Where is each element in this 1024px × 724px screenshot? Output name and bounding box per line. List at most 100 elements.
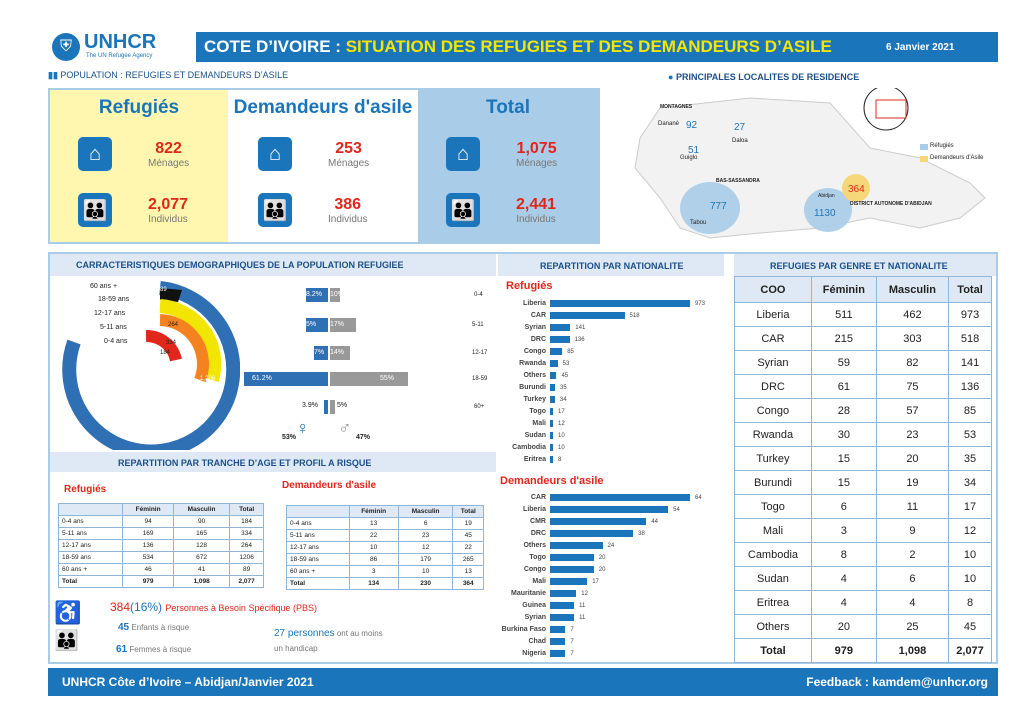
bar-row: Others 45 bbox=[500, 371, 568, 380]
table-header: Total bbox=[948, 276, 992, 303]
table-cell: 19 bbox=[452, 517, 484, 530]
bar-label: Burundi bbox=[519, 384, 546, 391]
nat-ref-bars: Liberia 973 CAR 518 Syrian 141 DRC 136 Congo 85 Rw… bbox=[500, 299, 722, 469]
city-label: Abidjan bbox=[818, 193, 835, 199]
table-row: 60 ans +46 41 89 bbox=[57, 563, 264, 576]
bar-value: 518 bbox=[629, 312, 640, 319]
header-bar bbox=[48, 32, 998, 62]
table-cell: 215 bbox=[810, 326, 877, 351]
table-cell: 303 bbox=[875, 326, 950, 351]
footer-bar: UNHCR Côte d’Ivoire – Abidjan/Janvier 20… bbox=[48, 668, 998, 696]
table-row: Cambodia 8 2 10 bbox=[734, 542, 992, 567]
table-row: 18-59 ans 534 672 1206 bbox=[57, 551, 264, 564]
bar-value: 34 bbox=[559, 396, 567, 403]
bar-label: Mauritanie bbox=[510, 590, 546, 597]
bar-row: Togo 17 bbox=[500, 407, 565, 416]
bar bbox=[550, 542, 603, 549]
table-cell: 19 bbox=[875, 470, 950, 495]
table-cell: 141 bbox=[948, 350, 992, 375]
table-cell: 60 ans + bbox=[286, 565, 350, 578]
radial-value: 1,206 bbox=[200, 376, 216, 382]
bar-label: Syrian bbox=[524, 324, 546, 331]
bar-row: Burundi 35 bbox=[500, 383, 567, 392]
population-kpi-panel: Refugiés ⌂ 822 Ménages 👪 2,077 Individus Dem… bbox=[48, 88, 600, 244]
bar-label: Turkey bbox=[523, 396, 546, 403]
table-cell: 128 bbox=[172, 539, 231, 552]
radial-arc-12-17 bbox=[159, 299, 222, 382]
household-icon: ⌂ bbox=[258, 137, 292, 171]
nat-header bbox=[498, 254, 724, 276]
radial-value: 334 bbox=[166, 340, 177, 346]
table-cell: 12-17 ans bbox=[286, 541, 350, 554]
kpi-individus: 👪 2,441 Individus bbox=[418, 182, 598, 238]
unhcr-emblem-icon: ⛨ bbox=[52, 33, 80, 61]
table-header: Total bbox=[229, 503, 264, 516]
kpi-title: Total bbox=[486, 97, 530, 118]
table-cell: Liberia bbox=[734, 302, 812, 327]
table-row: Syrian 59 82 141 bbox=[734, 350, 992, 375]
bar-value: 10 bbox=[558, 432, 565, 439]
table-cell: 75 bbox=[875, 374, 950, 399]
table-row: Total 979 1,098 2,077 bbox=[57, 575, 264, 588]
bar bbox=[550, 348, 563, 355]
table-header: COO bbox=[734, 276, 812, 303]
radial-arc-18-59 bbox=[62, 281, 240, 450]
map-value: 364 bbox=[848, 184, 865, 195]
table-cell: Turkey bbox=[734, 446, 812, 471]
table-cell: 23 bbox=[875, 422, 950, 447]
footer-feedback-link[interactable]: Feedback : kamdem@unhcr.org bbox=[806, 675, 988, 689]
region-label: BAS-SASSANDRA bbox=[716, 178, 760, 184]
table-cell: 10 bbox=[397, 565, 454, 578]
table-cell: 22 bbox=[452, 541, 484, 554]
table-header: Féminin bbox=[810, 276, 877, 303]
kpi-menages: ⌂ 1,075 Ménages bbox=[418, 126, 598, 182]
table-row: Burundi 15 19 34 bbox=[734, 470, 992, 495]
table-cell: 1,098 bbox=[172, 575, 231, 588]
city-label: Guiglo bbox=[680, 155, 698, 161]
bar-value: 44 bbox=[651, 518, 658, 525]
bar-value: 8 bbox=[558, 456, 562, 463]
tabou-bubble bbox=[680, 182, 740, 234]
bar-label: Sudan bbox=[524, 432, 546, 439]
pyramid-age: 5-11 bbox=[472, 322, 484, 328]
bar bbox=[550, 432, 553, 439]
table-row: Eritrea 4 4 8 bbox=[734, 590, 992, 615]
inset-frame bbox=[875, 99, 907, 119]
tranche-da-table: Féminin Masculin Total 0-4 ans 13 6 19 5-11 ans… bbox=[286, 505, 484, 590]
table-row: 12-17 ans 136 128 264 bbox=[57, 539, 264, 552]
bar bbox=[550, 554, 594, 561]
pyramid-age: 60+ bbox=[474, 404, 485, 410]
table-cell: 45 bbox=[948, 614, 992, 639]
kpi-title: Demandeurs d'asile bbox=[233, 97, 413, 118]
bar-value: 11 bbox=[579, 614, 586, 621]
table-cell: 85 bbox=[948, 398, 992, 423]
bar bbox=[550, 638, 566, 645]
radial-label: 0-4 ans bbox=[104, 338, 128, 345]
table-cell: 136 bbox=[948, 374, 992, 399]
table-row: Others 20 25 45 bbox=[734, 614, 992, 639]
table-cell: 979 bbox=[810, 638, 877, 663]
table-cell: 23 bbox=[397, 529, 454, 542]
table-row: Total 134 230 364 bbox=[286, 577, 484, 590]
table-cell: 6 bbox=[397, 517, 454, 530]
bar bbox=[550, 372, 557, 379]
bar bbox=[550, 530, 634, 537]
table-cell: 94 bbox=[122, 515, 174, 528]
table-cell: 265 bbox=[452, 553, 484, 566]
bar-row: Others 24 bbox=[500, 541, 614, 550]
radial-value: 89 bbox=[160, 287, 167, 293]
table-row: Total 979 1,098 2,077 bbox=[734, 638, 992, 663]
radial-arc-0-4 bbox=[145, 330, 182, 362]
logo-text: UNHCR bbox=[84, 31, 157, 53]
table-cell: 5-11 ans bbox=[57, 527, 124, 540]
map-section-title: ● PRINCIPALES LOCALITES DE RESIDENCE bbox=[668, 72, 860, 82]
legend-ref-swatch bbox=[920, 144, 928, 150]
bar bbox=[550, 312, 625, 319]
pyramid-age: 0-4 bbox=[474, 292, 483, 298]
table-cell: 364 bbox=[452, 577, 484, 590]
table-cell: Congo bbox=[734, 398, 812, 423]
table-header bbox=[57, 503, 124, 516]
bar-label: Others bbox=[523, 542, 546, 549]
bar-label: Rwanda bbox=[519, 360, 546, 367]
bar-label: Liberia bbox=[523, 300, 546, 307]
